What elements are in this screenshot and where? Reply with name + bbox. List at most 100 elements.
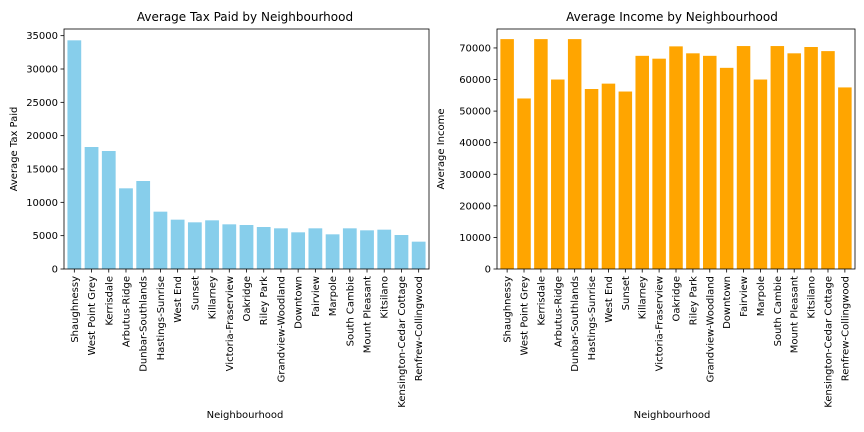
x-tick-label: Downtown	[294, 276, 305, 329]
bar-13	[291, 232, 306, 269]
bar-5	[584, 89, 599, 269]
x-tick-label: South Cambie	[773, 276, 784, 346]
x-tick-label: Kensington-Cedar Cottage	[397, 276, 408, 408]
x-tick-label: Kerrisdale	[104, 276, 115, 326]
y-tick-label: 40000	[459, 138, 491, 149]
x-tick-label: Killarney	[638, 276, 649, 319]
x-tick-label: Shaughnessy	[503, 276, 514, 343]
bar-4	[567, 39, 582, 269]
bar-18	[377, 229, 392, 269]
y-tick-label: 35000	[26, 31, 58, 42]
x-tick-label: Victoria-Fraserview	[225, 276, 236, 371]
x-tick-label: Oakridge	[242, 276, 253, 322]
chart-title: Average Income by Neighbourhood	[566, 10, 778, 24]
x-axis-label: Neighbourhood	[634, 410, 711, 421]
bar-1	[517, 98, 531, 269]
y-tick-label: 20000	[26, 131, 58, 142]
x-tick-label: Downtown	[722, 276, 733, 329]
bar-20	[838, 87, 852, 269]
x-tick-label: Kitsilano	[807, 276, 818, 319]
y-tick-label: 15000	[26, 165, 58, 176]
x-tick-label: Renfrew-Collingwood	[414, 276, 425, 381]
bar-19	[821, 51, 835, 269]
x-tick-label: West Point Grey	[520, 276, 531, 356]
x-tick-label: Renfrew-Collingwood	[840, 276, 851, 381]
x-tick-label: Fairview	[739, 276, 750, 317]
bar-2	[534, 39, 548, 269]
x-tick-label: Fairview	[311, 276, 322, 317]
bar-3	[119, 188, 133, 269]
x-tick-label: Riley Park	[259, 276, 270, 326]
bar-9	[222, 224, 237, 269]
bar-9	[652, 58, 666, 270]
bar-13	[719, 67, 734, 269]
bar-14	[736, 46, 751, 269]
bar-10	[669, 46, 683, 270]
bar-20	[411, 241, 426, 269]
bar-7	[187, 222, 202, 269]
bar-6	[601, 83, 616, 269]
tax-chart-panel: Average Tax Paid by Neighbourhood 0 5000 10…	[9, 10, 430, 421]
bar-18	[804, 47, 818, 269]
x-tick-label: Grandview-Woodland	[705, 276, 716, 382]
x-axis-label: Neighbourhood	[207, 410, 284, 421]
bar-7	[618, 91, 633, 269]
y-tick-label: 0	[485, 265, 491, 276]
bar-8	[205, 220, 219, 269]
x-tick-label: Sunset	[621, 276, 632, 310]
y-tick-label: 10000	[459, 233, 491, 244]
x-tick-label: Riley Park	[688, 276, 699, 326]
x-tick-label: Marpole	[756, 276, 767, 316]
y-tick-label: 20000	[459, 201, 491, 212]
y-tick-label: 30000	[459, 170, 491, 181]
y-tick-label: 25000	[26, 98, 58, 109]
x-tick-label: Grandview-Woodland	[276, 276, 287, 382]
bar-19	[394, 235, 409, 269]
y-tick-label: 60000	[459, 75, 491, 86]
bar-17	[787, 53, 801, 269]
x-tick-label: West End	[173, 276, 184, 323]
bar-4	[136, 181, 151, 269]
x-tick-label: Killarney	[208, 276, 219, 319]
bar-15	[753, 79, 768, 269]
x-tick-label: Arbutus-Ridge	[553, 276, 564, 347]
chart-title: Average Tax Paid by Neighbourhood	[137, 10, 353, 24]
bar-5	[153, 211, 168, 269]
x-tick-label: West End	[604, 276, 615, 323]
bar-12	[703, 55, 717, 270]
bar-10	[239, 225, 254, 269]
bar-16	[770, 46, 785, 269]
bar-8	[635, 55, 649, 270]
x-tick-label: Kerrisdale	[536, 276, 547, 326]
x-tick-label: Dunbar-Southlands	[570, 276, 581, 372]
x-tick-label: Hastings-Sunrise	[587, 276, 598, 360]
bar-15	[325, 234, 340, 269]
y-tick-label: 50000	[459, 107, 491, 118]
bar-14	[308, 228, 323, 269]
y-tick-label: 5000	[33, 231, 58, 242]
x-tick-label: Oakridge	[672, 276, 683, 322]
x-tick-label: Arbutus-Ridge	[121, 276, 132, 347]
x-tick-label: West Point Grey	[87, 276, 98, 356]
y-tick-label: 10000	[26, 198, 58, 209]
bar-2	[101, 151, 116, 269]
bar-11	[686, 53, 700, 269]
bar-3	[551, 79, 565, 269]
bar-0	[500, 39, 514, 269]
bar-11	[256, 227, 271, 269]
y-tick-label: 30000	[26, 65, 58, 76]
x-tick-label: Hastings-Sunrise	[156, 276, 167, 360]
x-tick-label: Kensington-Cedar Cottage	[823, 276, 834, 408]
y-axis-label: Average Income	[436, 108, 447, 189]
x-tick-label: Dunbar-Southlands	[139, 276, 150, 372]
bar-6	[170, 219, 185, 269]
x-tick-label: Shaughnessy	[70, 276, 81, 343]
x-tick-label: Victoria-Fraserview	[655, 276, 666, 371]
x-tick-label: Kitsilano	[380, 276, 391, 319]
y-axis-label: Average Tax Paid	[9, 107, 20, 192]
bar-0	[67, 40, 82, 269]
y-tick-label: 0	[52, 265, 58, 276]
x-tick-label: Marpole	[328, 276, 339, 316]
bar-17	[360, 230, 374, 269]
x-tick-label: Mount Pleasant	[363, 276, 374, 353]
